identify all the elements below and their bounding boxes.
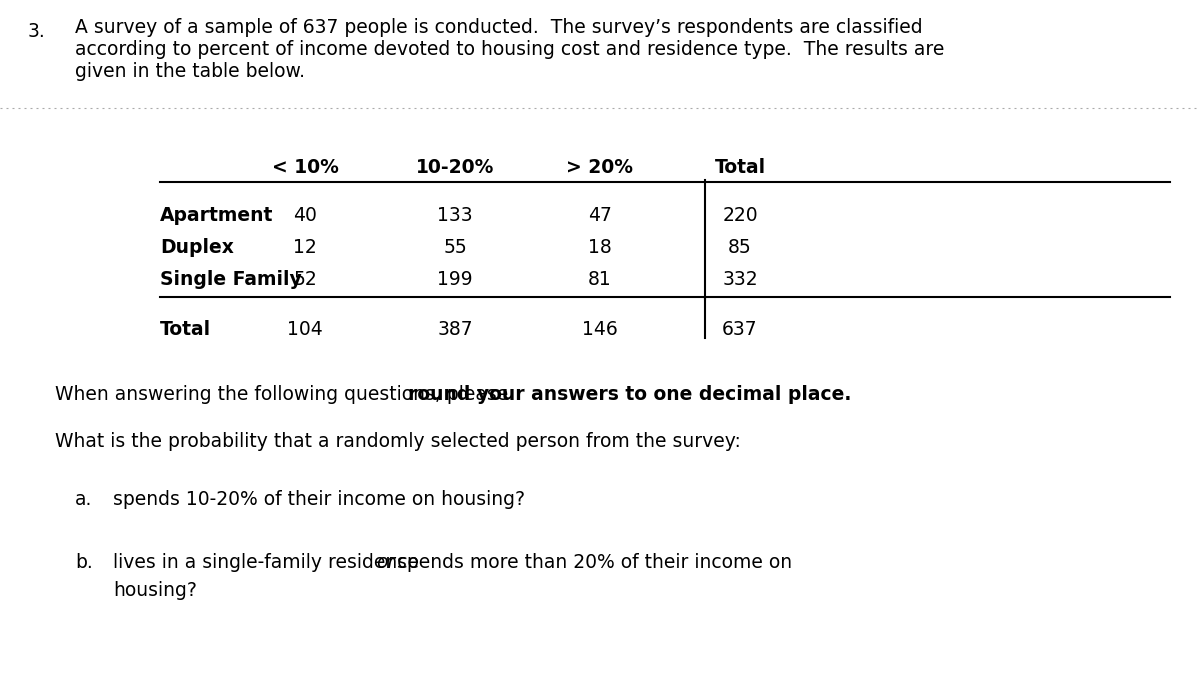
Text: housing?: housing? [113, 581, 197, 600]
Text: 220: 220 [722, 206, 758, 225]
Text: 332: 332 [722, 270, 758, 289]
Text: What is the probability that a randomly selected person from the survey:: What is the probability that a randomly … [55, 432, 740, 451]
Text: Single Family: Single Family [160, 270, 301, 289]
Text: given in the table below.: given in the table below. [74, 62, 305, 81]
Text: 12: 12 [293, 238, 317, 257]
Text: 10-20%: 10-20% [416, 158, 494, 177]
Text: 387: 387 [437, 320, 473, 339]
Text: 52: 52 [293, 270, 317, 289]
Text: 199: 199 [437, 270, 473, 289]
Text: spends 10-20% of their income on housing?: spends 10-20% of their income on housing… [113, 490, 526, 509]
Text: 85: 85 [728, 238, 752, 257]
Text: Total: Total [714, 158, 766, 177]
Text: 40: 40 [293, 206, 317, 225]
Text: 104: 104 [287, 320, 323, 339]
Text: spends more than 20% of their income on: spends more than 20% of their income on [391, 553, 792, 572]
Text: a.: a. [74, 490, 92, 509]
Text: round your answers to one decimal place.: round your answers to one decimal place. [408, 385, 852, 404]
Text: 55: 55 [443, 238, 467, 257]
Text: according to percent of income devoted to housing cost and residence type.  The : according to percent of income devoted t… [74, 40, 944, 59]
Text: Apartment: Apartment [160, 206, 274, 225]
Text: b.: b. [74, 553, 92, 572]
Text: > 20%: > 20% [566, 158, 634, 177]
Text: < 10%: < 10% [271, 158, 338, 177]
Text: 81: 81 [588, 270, 612, 289]
Text: 47: 47 [588, 206, 612, 225]
Text: Duplex: Duplex [160, 238, 234, 257]
Text: Total: Total [160, 320, 211, 339]
Text: When answering the following questions, please: When answering the following questions, … [55, 385, 515, 404]
Text: lives in a single-family residence: lives in a single-family residence [113, 553, 425, 572]
Text: or: or [377, 553, 396, 572]
Text: 146: 146 [582, 320, 618, 339]
Text: 637: 637 [722, 320, 758, 339]
Text: A survey of a sample of 637 people is conducted.  The survey’s respondents are c: A survey of a sample of 637 people is co… [74, 18, 923, 37]
Text: 3.: 3. [28, 22, 46, 41]
Text: 18: 18 [588, 238, 612, 257]
Text: 133: 133 [437, 206, 473, 225]
